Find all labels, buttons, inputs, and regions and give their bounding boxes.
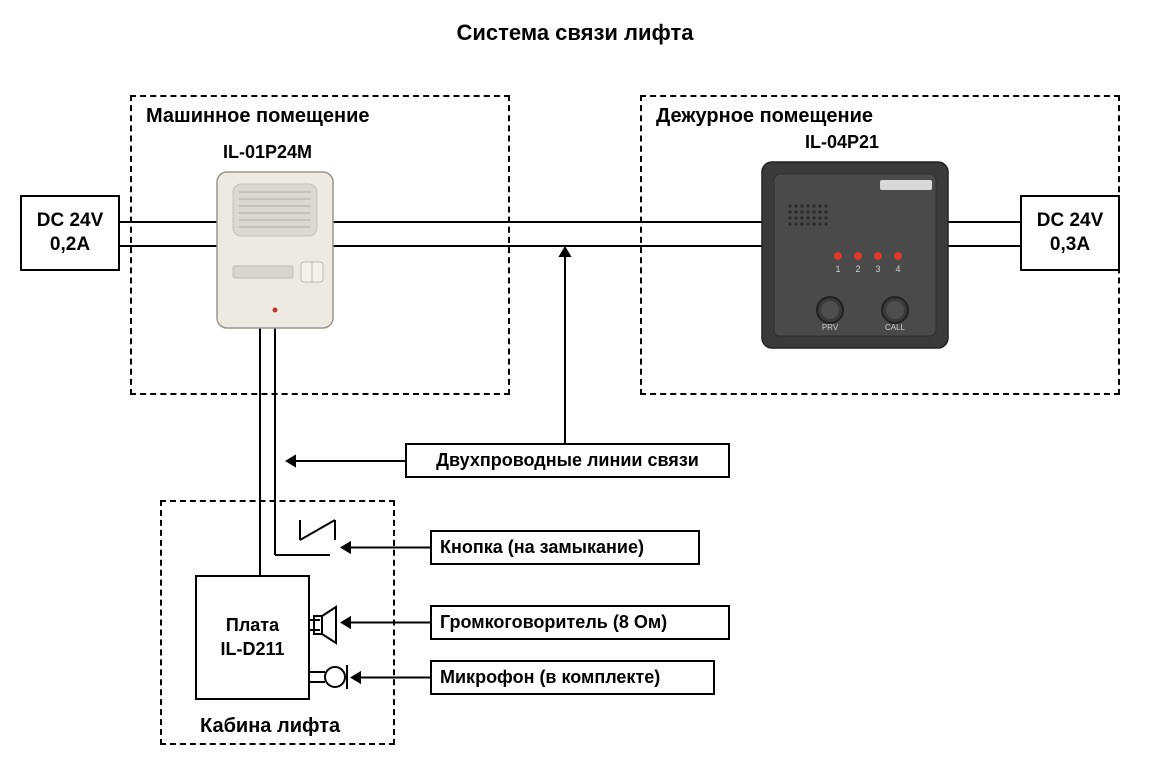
callout-mic-text: Микрофон (в комплекте) [440,667,660,688]
callout-button: Кнопка (на замыкание) [430,530,700,565]
svg-text:CALL: CALL [885,323,906,332]
plate-line2: IL-D211 [220,638,284,661]
plate-line1: Плата [226,614,279,637]
cabin-room-label: Кабина лифта [200,715,340,738]
device-left [215,170,335,330]
callout-speaker: Громкоговоритель (8 Ом) [430,605,730,640]
duty-room-label: Дежурное помещение [656,105,873,128]
svg-text:2: 2 [855,264,860,274]
power-left-line1: DC 24V [37,209,104,233]
callout-speaker-text: Громкоговоритель (8 Ом) [440,612,667,633]
power-right-line1: DC 24V [1037,209,1104,233]
machine-room-label: Машинное помещение [146,105,370,128]
page-title: Система связи лифта [0,20,1150,46]
power-left-line2: 0,2A [50,233,90,257]
two-wire-callout-text: Двухпроводные линии связи [436,450,699,471]
svg-text:PRV: PRV [822,323,839,332]
power-right-line2: 0,3A [1050,233,1090,257]
svg-text:4: 4 [895,264,900,274]
power-left-box: DC 24V0,2A [20,195,120,271]
power-right-box: DC 24V0,3A [1020,195,1120,271]
callout-mic: Микрофон (в комплекте) [430,660,715,695]
two-wire-callout: Двухпроводные линии связи [405,443,730,478]
plate-box: ПлатаIL-D211 [195,575,310,700]
callout-button-text: Кнопка (на замыкание) [440,537,644,558]
device-left-label: IL-01P24M [223,142,312,163]
svg-text:1: 1 [835,264,840,274]
device-right: 1 2 3 4 PRV CALL [760,160,950,350]
svg-text:3: 3 [875,264,880,274]
device-right-label: IL-04P21 [805,132,879,153]
